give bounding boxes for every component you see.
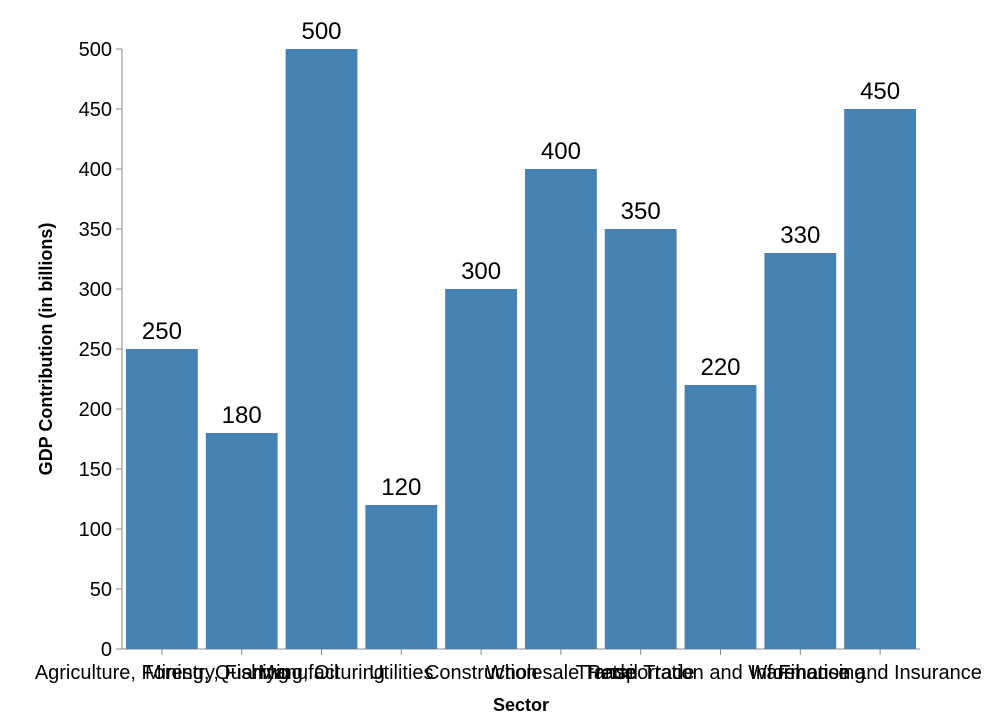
y-tick-label: 0 xyxy=(101,639,112,661)
bar-value-label: 330 xyxy=(780,222,820,249)
bars xyxy=(125,49,917,649)
bar xyxy=(764,253,837,649)
x-tick-label: Wholesale Trade xyxy=(486,662,636,684)
bar xyxy=(445,289,518,649)
bar-value-label: 180 xyxy=(222,402,262,429)
y-axis: 0 50 100 150 200 250 300 350 400 450 500 xyxy=(79,39,123,661)
x-tick-label: Retail Trade xyxy=(587,662,695,684)
y-tick-label: 350 xyxy=(79,219,112,241)
x-tick-label: Manufacturing xyxy=(258,662,385,684)
y-axis-title: GDP Contribution (in billions) xyxy=(36,223,56,476)
bar-value-label: 120 xyxy=(381,474,421,501)
x-tick-label: Agriculture, Forestry, Fishing xyxy=(35,662,289,684)
bar-value-label: 220 xyxy=(700,354,740,381)
bar-value-label: 350 xyxy=(621,198,661,225)
x-tick-label: Information xyxy=(750,662,850,684)
bar xyxy=(285,49,358,649)
y-tick-label: 50 xyxy=(90,579,112,601)
y-tick-label: 150 xyxy=(79,459,112,481)
bar-value-label: 450 xyxy=(860,78,900,105)
y-tick-label: 250 xyxy=(79,339,112,361)
x-axis-title: Sector xyxy=(493,695,549,715)
y-tick-label: 300 xyxy=(79,279,112,301)
y-tick-label: 500 xyxy=(79,39,112,61)
y-tick-label: 400 xyxy=(79,159,112,181)
x-tick-label: Transportation and Warehousing xyxy=(576,662,866,684)
value-labels: 250 180 500 120 300 400 350 220 330 450 xyxy=(142,18,900,501)
bar xyxy=(604,229,677,649)
bar xyxy=(365,505,438,649)
x-tick-label: Construction xyxy=(425,662,537,684)
x-tick-label: Mining, Quarrying, Oil xyxy=(145,662,338,684)
x-tick-label: Utilities xyxy=(369,662,433,684)
y-tick-label: 100 xyxy=(79,519,112,541)
bar-value-label: 300 xyxy=(461,258,501,285)
bar-value-label: 400 xyxy=(541,138,581,165)
x-tick-label: Finance and Insurance xyxy=(778,662,981,684)
bar xyxy=(125,349,198,649)
bar-value-label: 250 xyxy=(142,318,182,345)
y-tick-label: 450 xyxy=(79,99,112,121)
y-tick-label: 200 xyxy=(79,399,112,421)
bar xyxy=(205,433,278,649)
bar xyxy=(524,169,597,649)
bar-value-label: 500 xyxy=(301,18,341,45)
bar xyxy=(844,109,917,649)
bar xyxy=(684,385,757,649)
